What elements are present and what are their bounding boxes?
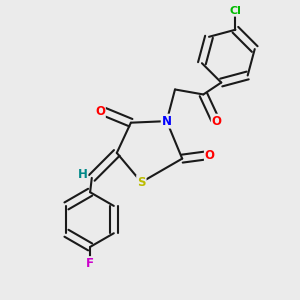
Text: N: N	[162, 115, 172, 128]
Text: F: F	[86, 257, 94, 270]
Text: O: O	[212, 115, 222, 128]
Text: O: O	[205, 149, 215, 162]
Text: O: O	[95, 104, 105, 118]
Text: S: S	[137, 176, 146, 189]
Text: H: H	[77, 168, 87, 181]
Text: Cl: Cl	[230, 6, 241, 16]
